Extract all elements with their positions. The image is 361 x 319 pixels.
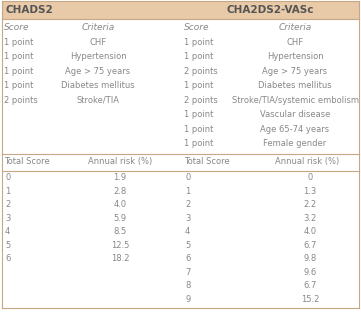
- Text: 1 point: 1 point: [184, 81, 213, 90]
- Text: 2: 2: [185, 200, 190, 209]
- Text: 9.6: 9.6: [303, 268, 317, 277]
- Text: 1.9: 1.9: [113, 173, 127, 182]
- Text: 12.5: 12.5: [111, 241, 129, 250]
- Text: Annual risk (%): Annual risk (%): [88, 157, 152, 166]
- Text: 3: 3: [5, 214, 10, 223]
- Text: 4: 4: [185, 227, 190, 236]
- Text: 1 point: 1 point: [184, 125, 213, 134]
- Text: Age > 75 years: Age > 75 years: [65, 67, 131, 76]
- Text: CHA2DS2-VASc: CHA2DS2-VASc: [227, 5, 314, 15]
- Text: 9: 9: [185, 295, 190, 304]
- Text: Total Score: Total Score: [4, 157, 50, 166]
- Text: 1 point: 1 point: [4, 38, 33, 47]
- Text: 6: 6: [185, 254, 190, 263]
- Text: 2: 2: [5, 200, 10, 209]
- Text: 3: 3: [185, 214, 190, 223]
- Text: 1: 1: [5, 187, 10, 196]
- Text: Score: Score: [184, 23, 209, 32]
- Text: 3.2: 3.2: [303, 214, 317, 223]
- Text: 1 point: 1 point: [4, 52, 33, 61]
- Text: Diabetes mellitus: Diabetes mellitus: [61, 81, 135, 90]
- Text: 2.8: 2.8: [113, 187, 127, 196]
- Text: 0: 0: [5, 173, 10, 182]
- Text: Hypertension: Hypertension: [70, 52, 126, 61]
- Text: 7: 7: [185, 268, 190, 277]
- Text: Annual risk (%): Annual risk (%): [275, 157, 339, 166]
- Text: 2.2: 2.2: [304, 200, 317, 209]
- Text: Total Score: Total Score: [184, 157, 230, 166]
- Text: 8: 8: [185, 281, 190, 290]
- Text: 1 point: 1 point: [184, 110, 213, 119]
- Text: 0: 0: [307, 173, 313, 182]
- Text: Criteria: Criteria: [81, 23, 115, 32]
- Text: 6.7: 6.7: [303, 281, 317, 290]
- Text: Hypertension: Hypertension: [267, 52, 323, 61]
- Text: 1.3: 1.3: [303, 187, 317, 196]
- Text: 4.0: 4.0: [304, 227, 317, 236]
- Text: 1 point: 1 point: [4, 81, 33, 90]
- Text: 18.2: 18.2: [111, 254, 129, 263]
- Text: 2 points: 2 points: [184, 67, 218, 76]
- Text: 9.8: 9.8: [303, 254, 317, 263]
- Text: 5: 5: [185, 241, 190, 250]
- Text: 6.7: 6.7: [303, 241, 317, 250]
- Text: CHADS2: CHADS2: [6, 5, 54, 15]
- Text: Female gender: Female gender: [264, 139, 327, 148]
- Text: 2 points: 2 points: [4, 96, 38, 105]
- Text: 6: 6: [5, 254, 10, 263]
- Text: 15.2: 15.2: [301, 295, 319, 304]
- Text: 8.5: 8.5: [113, 227, 127, 236]
- Text: Age 65-74 years: Age 65-74 years: [260, 125, 330, 134]
- Text: Stroke/TIA: Stroke/TIA: [77, 96, 119, 105]
- Text: Diabetes mellitus: Diabetes mellitus: [258, 81, 332, 90]
- Text: Vascular disease: Vascular disease: [260, 110, 330, 119]
- Text: CHF: CHF: [286, 38, 304, 47]
- Text: 5.9: 5.9: [113, 214, 127, 223]
- Text: Criteria: Criteria: [278, 23, 312, 32]
- Text: 2 points: 2 points: [184, 96, 218, 105]
- Text: 4.0: 4.0: [113, 200, 127, 209]
- Bar: [2, 1, 359, 19]
- Text: 1 point: 1 point: [184, 38, 213, 47]
- Text: CHF: CHF: [90, 38, 106, 47]
- Text: Age > 75 years: Age > 75 years: [262, 67, 327, 76]
- Text: 1: 1: [185, 187, 190, 196]
- Text: Stroke/TIA/systemic embolism: Stroke/TIA/systemic embolism: [231, 96, 358, 105]
- Text: 1 point: 1 point: [184, 52, 213, 61]
- Text: 1 point: 1 point: [184, 139, 213, 148]
- Text: 0: 0: [185, 173, 190, 182]
- Text: Score: Score: [4, 23, 30, 32]
- Text: 4: 4: [5, 227, 10, 236]
- Text: 5: 5: [5, 241, 10, 250]
- Text: 1 point: 1 point: [4, 67, 33, 76]
